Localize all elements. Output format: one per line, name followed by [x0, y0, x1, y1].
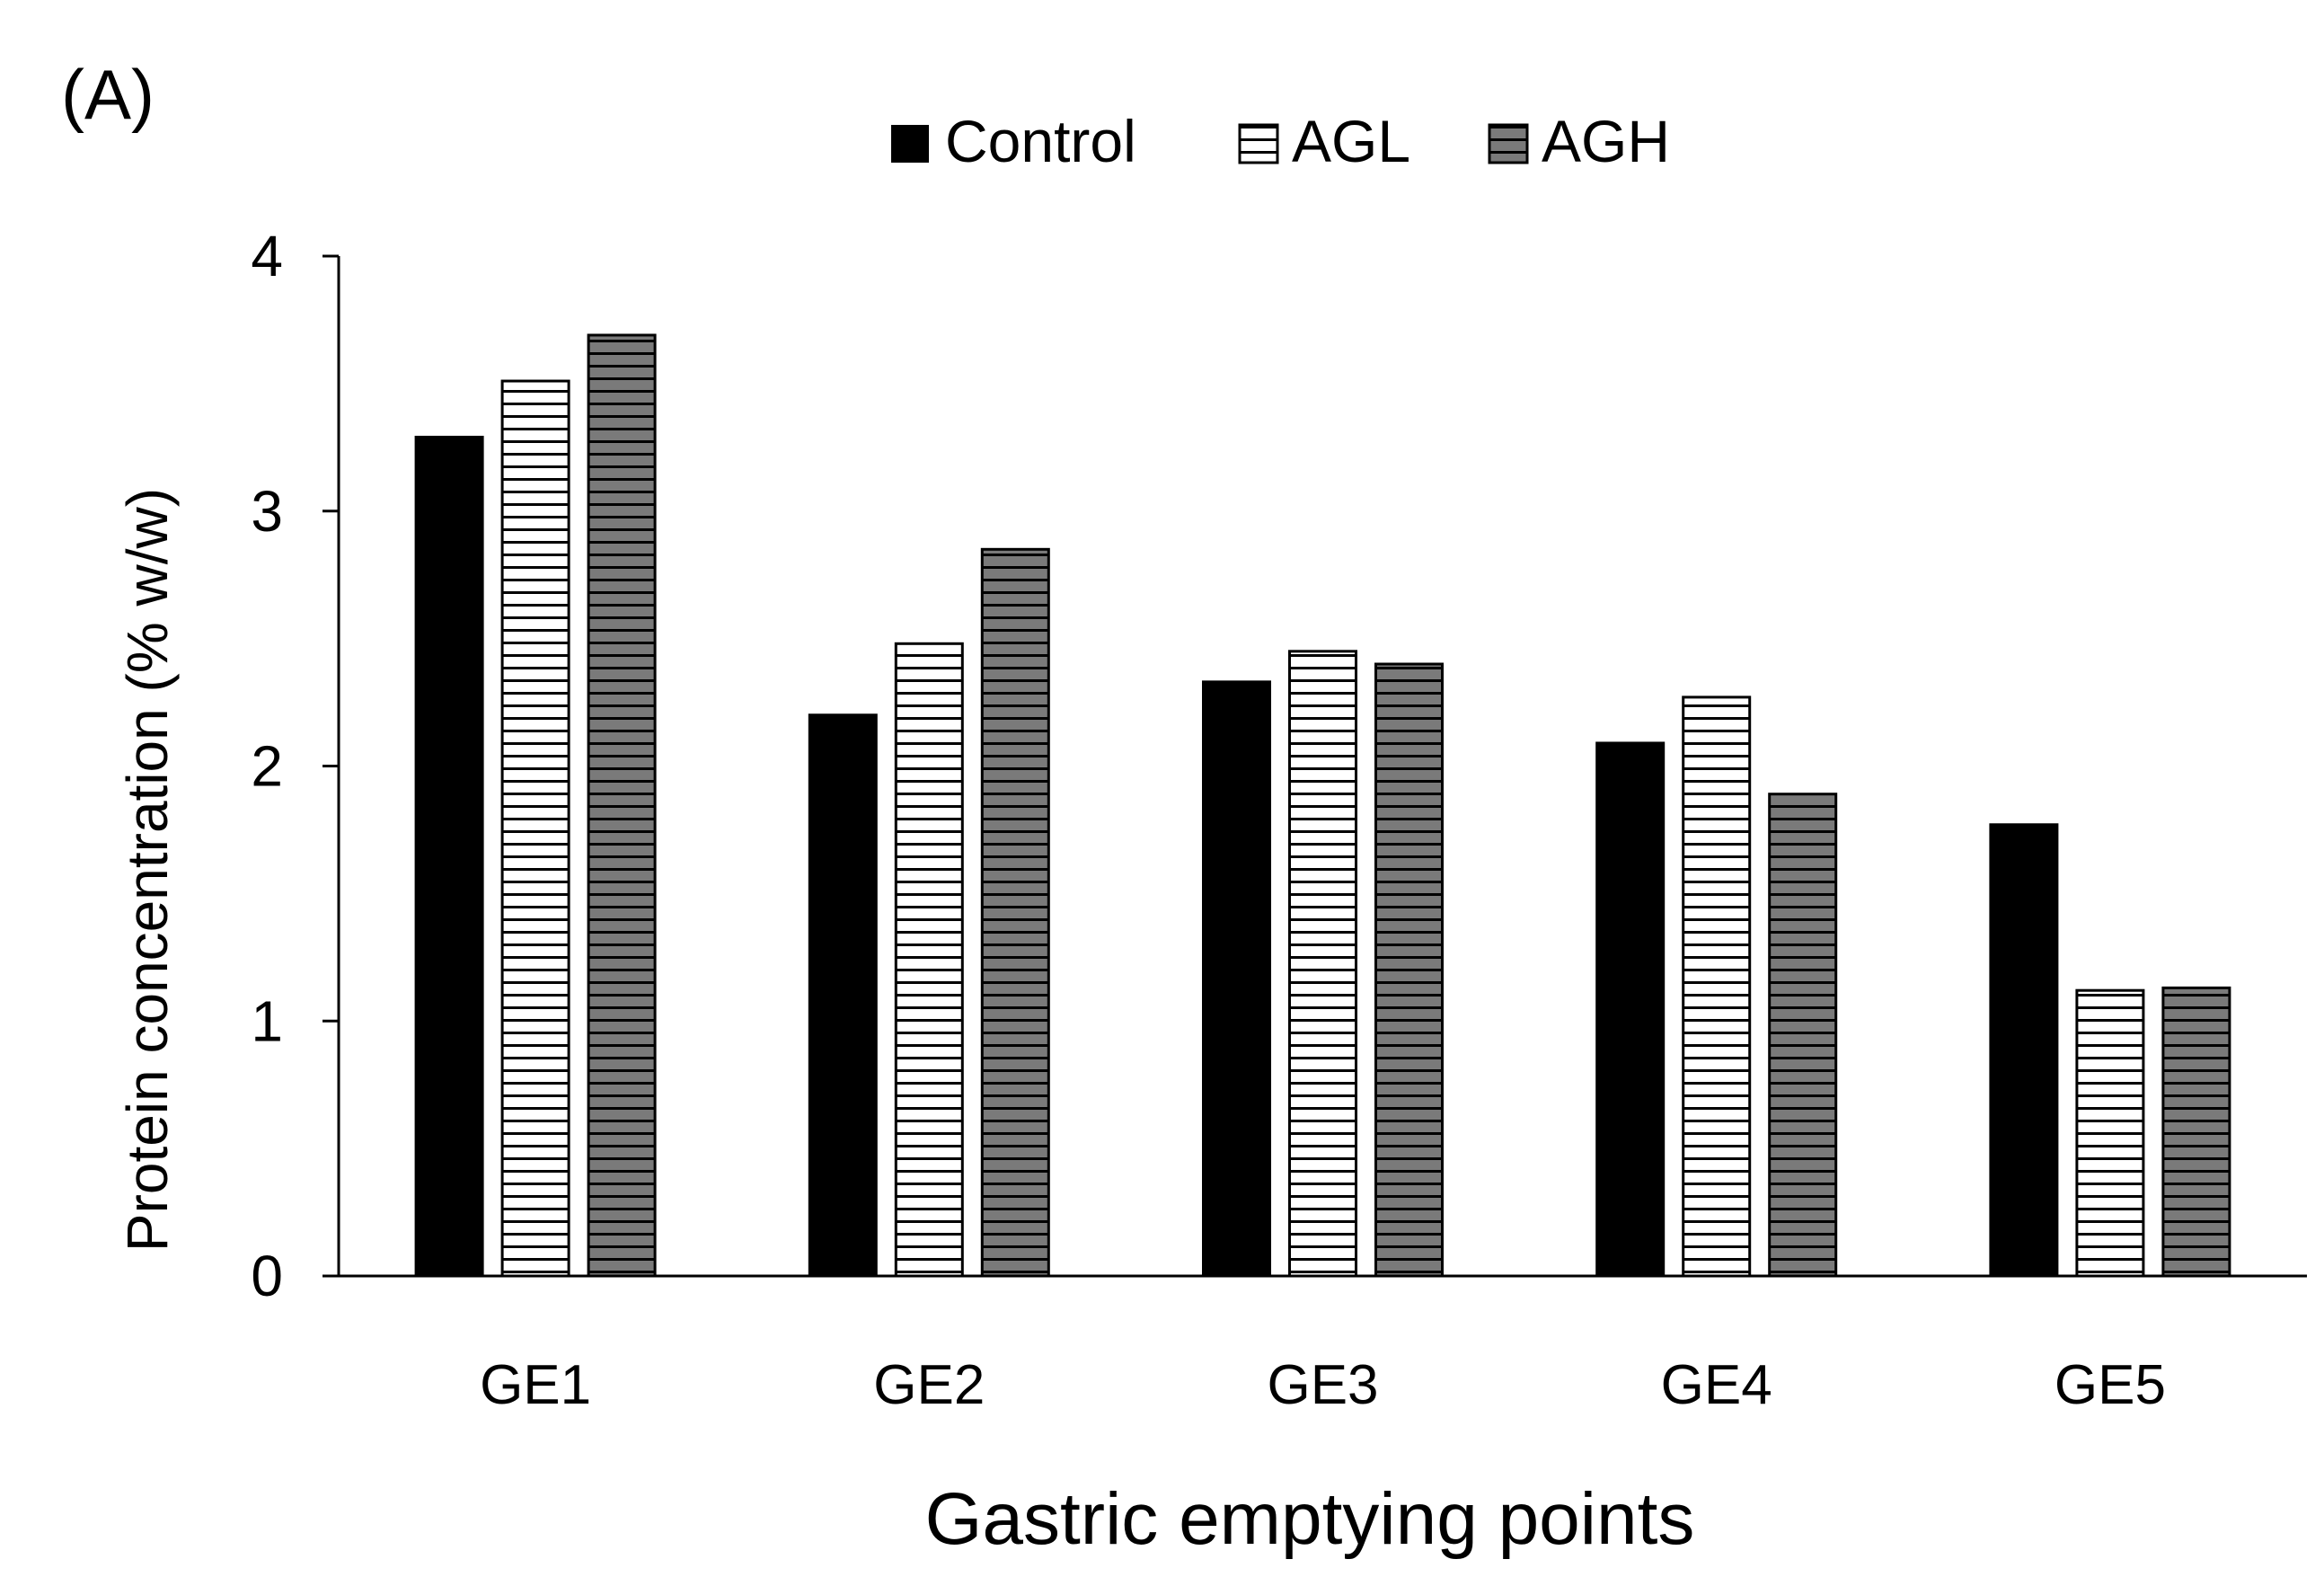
- bar-agl-ge1: [500, 379, 570, 1278]
- legend-label-control: Control: [945, 108, 1136, 174]
- bar-agl-ge5: [2075, 988, 2145, 1278]
- legend-item-agl: AGL: [1238, 108, 1410, 174]
- bar-control-ge2: [808, 713, 878, 1278]
- legend-item-control: Control: [891, 108, 1136, 174]
- panel-label: (A): [61, 55, 155, 134]
- x-axis-label: Gastric emptying points: [925, 1478, 1695, 1560]
- y-ticks-group: 0 1 2 3 4: [251, 224, 339, 1308]
- bar-control-ge1: [414, 435, 484, 1278]
- bar-agh-ge1: [587, 333, 657, 1278]
- bar-agl-ge3: [1288, 650, 1357, 1278]
- y-tick-label: 4: [251, 224, 283, 288]
- x-tick-label: GE5: [2054, 1354, 2166, 1416]
- bars-group: [414, 333, 2231, 1278]
- legend: Control AGL AGH: [891, 108, 1670, 174]
- x-ticks-group: GE1 GE2 GE3 GE4 GE5: [480, 1354, 2166, 1416]
- bar-agh-ge4: [1768, 793, 1838, 1278]
- y-tick-label: 1: [251, 988, 283, 1053]
- bar-agl-ge4: [1682, 695, 1752, 1278]
- legend-label-agh: AGH: [1542, 108, 1670, 174]
- y-tick-label: 3: [251, 479, 283, 544]
- bar-control-ge4: [1595, 741, 1666, 1278]
- x-tick-label: GE1: [480, 1354, 591, 1416]
- y-axis-label: Protein concentration (% w/w): [115, 488, 180, 1252]
- legend-label-agl: AGL: [1292, 108, 1410, 174]
- legend-swatch-control: [891, 125, 929, 163]
- x-tick-label: GE2: [873, 1354, 985, 1416]
- bar-agh-ge5: [2161, 986, 2231, 1278]
- legend-swatch-agh: [1488, 123, 1529, 164]
- legend-swatch-agl: [1238, 123, 1279, 164]
- x-tick-label: GE3: [1267, 1354, 1378, 1416]
- bar-agl-ge2: [894, 642, 964, 1278]
- bar-control-ge5: [1989, 823, 2059, 1278]
- bar-agh-ge3: [1374, 662, 1444, 1278]
- y-tick-label: 0: [251, 1244, 283, 1308]
- x-tick-label: GE4: [1661, 1354, 1772, 1416]
- bar-agh-ge2: [980, 547, 1050, 1278]
- legend-item-agh: AGH: [1488, 108, 1670, 174]
- y-tick-label: 2: [251, 734, 283, 799]
- bar-control-ge3: [1202, 680, 1271, 1278]
